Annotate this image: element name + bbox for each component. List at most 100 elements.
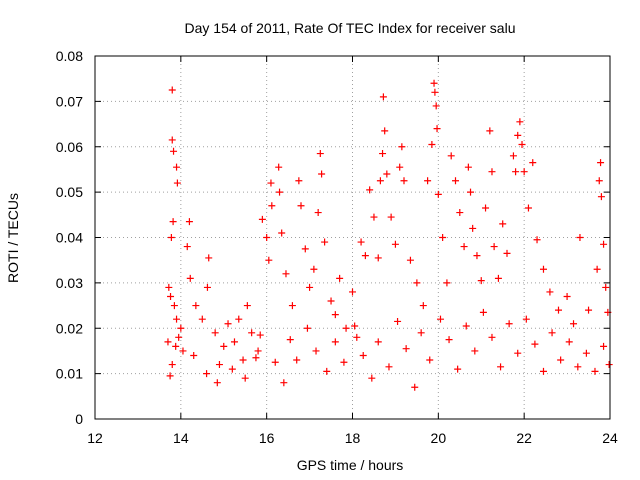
data-point-marker — [539, 265, 547, 273]
data-point-marker — [387, 213, 395, 221]
x-tick-label: 14 — [173, 430, 189, 446]
data-point-marker — [445, 336, 453, 344]
data-point-marker — [456, 209, 464, 217]
y-tick-label: 0.06 — [56, 139, 83, 155]
data-point-marker — [512, 168, 520, 176]
data-point-marker — [179, 347, 187, 355]
data-point-marker — [557, 356, 565, 364]
data-point-marker — [518, 140, 526, 148]
data-point-marker — [514, 349, 522, 357]
data-point-marker — [254, 347, 262, 355]
data-point-marker — [417, 329, 425, 337]
y-tick-label: 0.03 — [56, 275, 83, 291]
data-point-marker — [340, 358, 348, 366]
data-point-marker — [520, 168, 528, 176]
data-point-marker — [426, 356, 434, 364]
data-point-marker — [359, 351, 367, 359]
data-point-marker — [522, 315, 530, 323]
data-point-marker — [336, 274, 344, 282]
data-point-marker — [548, 329, 556, 337]
data-point-marker — [168, 86, 176, 94]
data-point-marker — [267, 179, 275, 187]
data-point-marker — [447, 152, 455, 160]
data-point-marker — [164, 338, 172, 346]
data-point-marker — [503, 249, 511, 257]
data-point-marker — [490, 243, 498, 251]
data-point-marker — [353, 333, 361, 341]
data-point-marker — [597, 159, 605, 167]
data-point-marker — [488, 333, 496, 341]
data-point-marker — [310, 265, 318, 273]
data-point-marker — [288, 302, 296, 310]
y-tick-label: 0.08 — [56, 48, 83, 64]
data-point-marker — [436, 315, 444, 323]
data-point-marker — [546, 288, 554, 296]
y-tick-label: 0.01 — [56, 366, 83, 382]
data-point-marker — [268, 202, 276, 210]
data-point-marker — [239, 356, 247, 364]
data-point-marker — [477, 277, 485, 285]
data-point-marker — [419, 302, 427, 310]
data-point-marker — [452, 177, 459, 185]
data-point-marker — [177, 324, 185, 332]
data-point-marker — [431, 88, 439, 96]
data-point-marker — [278, 229, 286, 237]
data-point-marker — [370, 213, 378, 221]
data-point-marker — [286, 336, 294, 344]
data-point-marker — [243, 302, 251, 310]
data-point-marker — [185, 218, 193, 226]
data-point-marker — [433, 125, 441, 133]
data-point-marker — [494, 274, 502, 282]
data-point-marker — [516, 118, 524, 126]
data-point-marker — [331, 338, 339, 346]
x-tick-label: 12 — [87, 430, 103, 446]
data-point-marker — [248, 329, 256, 337]
data-point-marker — [514, 131, 522, 139]
data-point-marker — [398, 143, 406, 151]
data-point-marker — [555, 306, 562, 314]
data-point-marker — [203, 283, 211, 291]
data-point-marker — [413, 279, 421, 287]
data-point-marker — [293, 356, 301, 364]
data-point-marker — [593, 265, 601, 273]
data-point-marker — [318, 170, 326, 178]
data-point-marker — [323, 367, 331, 375]
data-point-marker — [576, 234, 584, 241]
data-point-marker — [497, 363, 505, 371]
data-point-marker — [374, 338, 382, 346]
data-point-marker — [165, 283, 173, 291]
data-point-marker — [383, 170, 391, 178]
data-point-marker — [454, 365, 462, 373]
data-point-marker — [314, 209, 322, 217]
y-tick-label: 0.07 — [56, 93, 83, 109]
data-point-marker — [230, 338, 238, 346]
data-point-marker — [464, 163, 472, 171]
data-point-marker — [434, 190, 442, 198]
data-point-marker — [471, 347, 479, 355]
data-point-marker — [531, 340, 539, 348]
x-tick-label: 24 — [602, 430, 618, 446]
data-point-marker — [169, 218, 177, 226]
data-point-marker — [374, 254, 382, 262]
data-point-marker — [443, 279, 451, 287]
data-point-marker — [529, 159, 537, 167]
data-point-marker — [190, 351, 198, 359]
data-point-marker — [486, 127, 494, 135]
data-point-marker — [591, 367, 599, 375]
data-point-marker — [505, 320, 513, 328]
data-point-marker — [411, 383, 419, 391]
y-tick-label: 0 — [75, 411, 83, 427]
data-point-marker — [316, 150, 324, 158]
data-point-marker — [385, 363, 393, 371]
data-point-marker — [424, 177, 432, 185]
data-point-marker — [381, 127, 389, 135]
data-point-marker — [533, 236, 541, 244]
data-point-marker — [400, 177, 408, 185]
data-point-marker — [342, 324, 350, 332]
data-point-marker — [488, 168, 496, 176]
data-point-marker — [460, 243, 468, 251]
data-points — [164, 79, 613, 391]
data-point-marker — [479, 308, 487, 316]
